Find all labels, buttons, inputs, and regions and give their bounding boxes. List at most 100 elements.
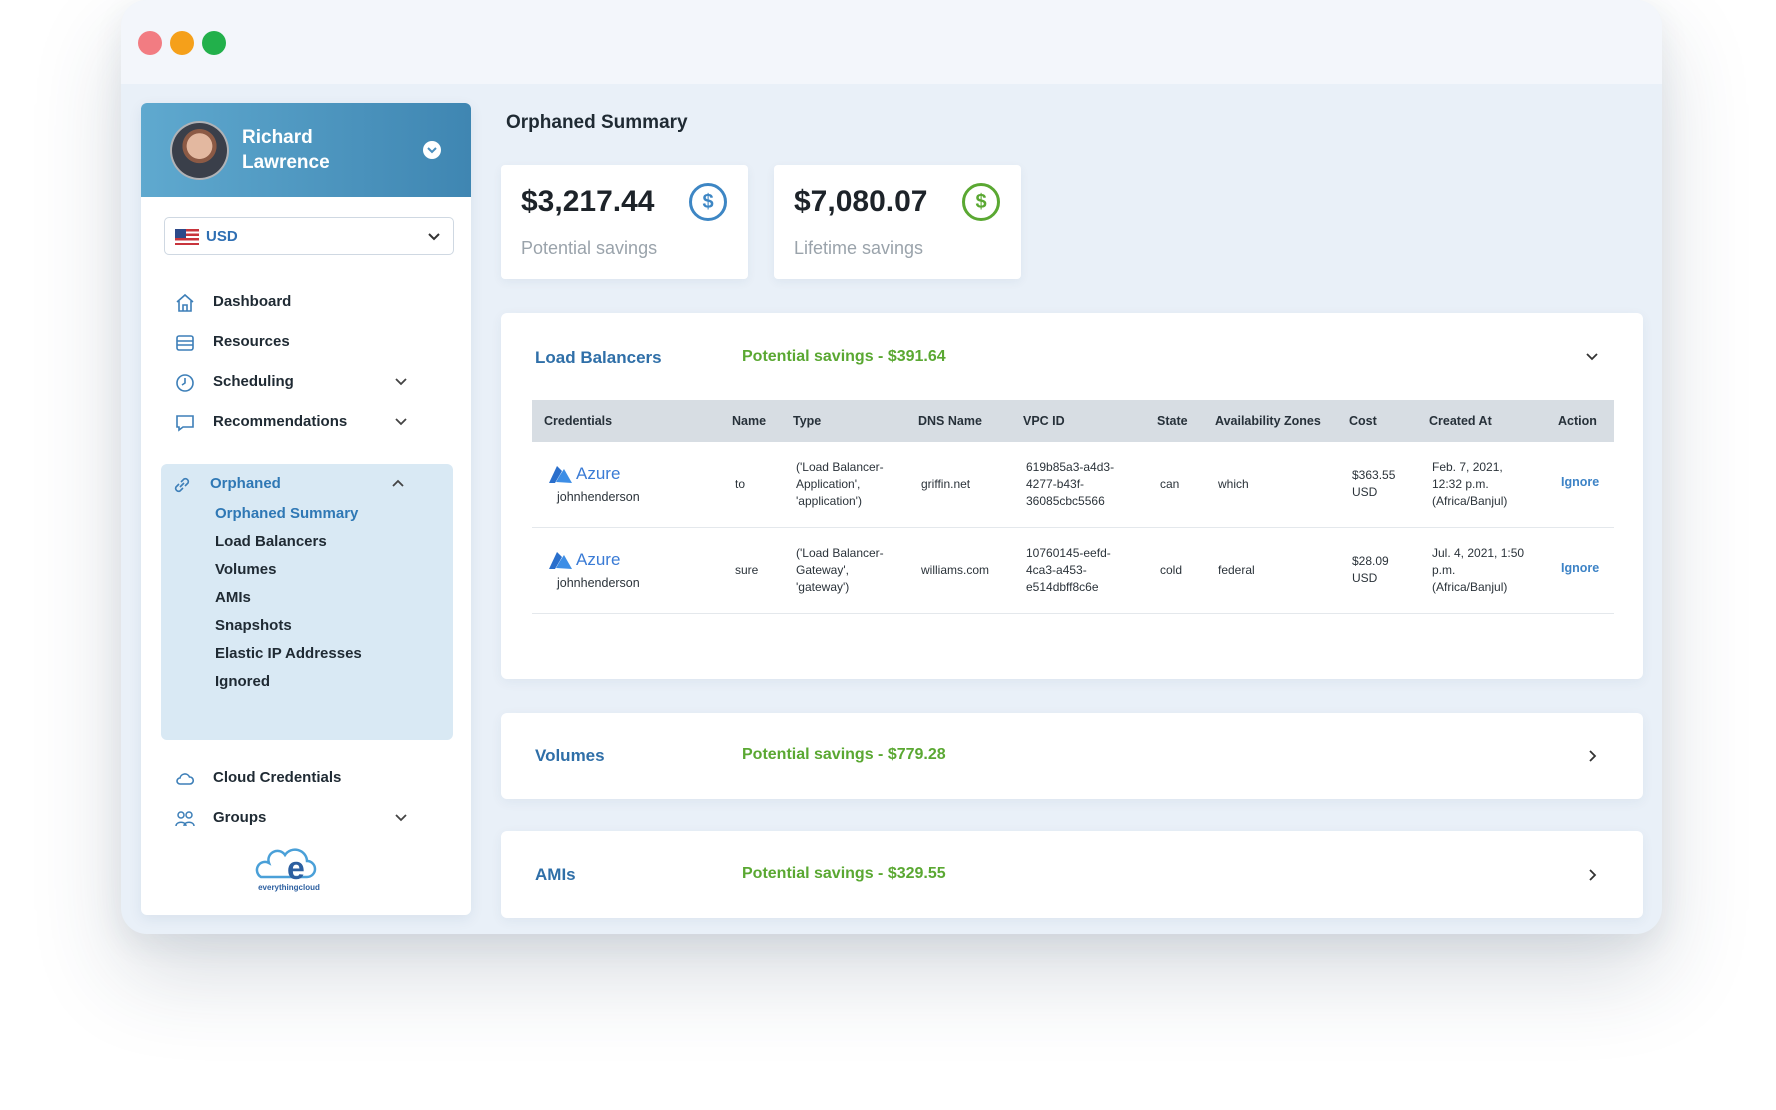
nav-dashboard[interactable]: Dashboard xyxy=(164,282,454,322)
th-action: Action xyxy=(1558,414,1597,428)
clock-icon xyxy=(176,374,194,392)
ignore-button[interactable]: Ignore xyxy=(1561,475,1600,489)
nav-groups[interactable]: Groups xyxy=(164,798,454,838)
th-state: State xyxy=(1157,414,1188,428)
cell-zones: federal xyxy=(1218,563,1255,577)
panel-savings: Potential savings - $779.28 xyxy=(742,746,946,763)
sub-amis[interactable]: AMIs xyxy=(215,589,251,606)
cell-created-line: p.m. xyxy=(1432,563,1456,577)
cell-name: to xyxy=(735,477,746,491)
credential-name: johnhenderson xyxy=(557,490,640,504)
cell-type: ('Load Balancer- Application', 'applicatio… xyxy=(796,459,884,510)
cell-type-line: Application', xyxy=(796,477,861,491)
potential-savings-value: $3,217.44 xyxy=(521,185,655,218)
nav-orphaned-label: Orphaned xyxy=(210,475,281,492)
panel-savings: Potential savings - $391.64 xyxy=(742,348,946,365)
cell-dns: williams.com xyxy=(921,563,990,577)
cell-zones: which xyxy=(1218,477,1249,491)
cell-cost-amount: $28.09 xyxy=(1352,554,1389,568)
th-dns-name: DNS Name xyxy=(918,414,982,428)
title-bar xyxy=(121,0,1662,84)
credential-name: johnhenderson xyxy=(557,576,640,590)
th-credentials: Credentials xyxy=(544,414,613,428)
chevron-down-icon[interactable] xyxy=(423,141,441,159)
nav-orphaned[interactable]: Orphaned xyxy=(161,464,453,504)
panel-title[interactable]: Volumes xyxy=(535,746,605,765)
nav-cloud-credentials-label: Cloud Credentials xyxy=(213,769,342,786)
cell-type-line: 'gateway') xyxy=(796,580,850,594)
cell-type-line: ('Load Balancer- xyxy=(796,460,884,474)
azure-icon xyxy=(549,552,572,569)
dollar-icon: $ xyxy=(962,183,1000,221)
user-header[interactable]: Richard Lawrence xyxy=(141,103,471,197)
cell-cost-currency: USD xyxy=(1352,571,1378,585)
nav-scheduling[interactable]: Scheduling xyxy=(164,362,454,402)
chevron-down-icon xyxy=(428,233,440,241)
nav-resources-label: Resources xyxy=(213,333,290,350)
panel-title[interactable]: AMIs xyxy=(535,865,576,884)
provider-name: Azure xyxy=(576,550,621,569)
nav-cloud-credentials[interactable]: Cloud Credentials xyxy=(164,758,454,798)
cell-created-line: (Africa/Banjul) xyxy=(1432,580,1508,594)
user-name: Richard Lawrence xyxy=(242,127,330,173)
amis-panel[interactable]: AMIs Potential savings - $329.55 xyxy=(501,831,1643,918)
cell-cost-amount: $363.55 xyxy=(1352,468,1396,482)
close-window-button[interactable] xyxy=(138,31,162,55)
cell-vpc-line: e514dbff8c6e xyxy=(1026,580,1099,594)
home-icon xyxy=(176,293,194,312)
lifetime-savings-value: $7,080.07 xyxy=(794,185,928,218)
panel-title[interactable]: Load Balancers xyxy=(535,348,662,367)
volumes-panel[interactable]: Volumes Potential savings - $779.28 xyxy=(501,713,1643,799)
currency-select[interactable]: USD xyxy=(164,217,454,255)
cell-vpc-line: 4277-b43f- xyxy=(1026,477,1085,491)
maximize-window-button[interactable] xyxy=(202,31,226,55)
chevron-down-icon xyxy=(395,418,407,426)
cell-created-line: Jul. 4, 2021, 1:50 xyxy=(1432,546,1525,560)
potential-savings-label: Potential savings xyxy=(521,238,658,258)
sub-volumes[interactable]: Volumes xyxy=(215,561,277,578)
cell-type-line: Gateway', xyxy=(796,563,849,577)
nav-scheduling-label: Scheduling xyxy=(213,373,294,390)
cell-dns: griffin.net xyxy=(921,477,971,491)
sidebar: Richard Lawrence USD Dashboard Resources… xyxy=(141,103,471,915)
cell-created: Feb. 7, 2021, 12:32 p.m. (Africa/Banjul) xyxy=(1432,459,1507,510)
dollar-icon: $ xyxy=(689,183,727,221)
everythingcloud-logo: e everythingcloud xyxy=(249,843,329,895)
sub-orphaned-summary[interactable]: Orphaned Summary xyxy=(215,505,359,522)
nav-resources[interactable]: Resources xyxy=(164,322,454,362)
th-availability-zones: Availability Zones xyxy=(1215,414,1321,428)
chevron-up-icon xyxy=(392,479,404,487)
sub-elastic-ip-addresses[interactable]: Elastic IP Addresses xyxy=(215,645,362,662)
avatar xyxy=(170,121,229,180)
nav-groups-label: Groups xyxy=(213,809,267,826)
cell-state: can xyxy=(1160,477,1180,491)
lifetime-savings-label: Lifetime savings xyxy=(794,238,924,258)
orphaned-group: Orphaned Orphaned Summary Load Balancers… xyxy=(161,464,453,740)
chevron-right-icon[interactable] xyxy=(1584,867,1600,883)
th-type: Type xyxy=(793,414,822,428)
chevron-down-icon[interactable] xyxy=(1584,349,1600,365)
th-name: Name xyxy=(732,414,767,428)
sub-load-balancers[interactable]: Load Balancers xyxy=(215,533,327,550)
cell-name: sure xyxy=(735,563,759,577)
th-created-at: Created At xyxy=(1429,414,1492,428)
sub-snapshots[interactable]: Snapshots xyxy=(215,617,292,634)
ignore-button[interactable]: Ignore xyxy=(1561,561,1600,575)
load-balancers-panel: Load Balancers Potential savings - $391.… xyxy=(501,313,1643,679)
table-row: Azure johnhenderson sure ('Load Balancer… xyxy=(532,528,1614,614)
chat-icon xyxy=(176,415,194,432)
chevron-down-icon xyxy=(395,814,407,822)
minimize-window-button[interactable] xyxy=(170,31,194,55)
cell-vpc: 619b85a3-a4d3- 4277-b43f- 36085cbc5566 xyxy=(1026,459,1114,510)
sub-ignored[interactable]: Ignored xyxy=(215,673,270,690)
th-vpc-id: VPC ID xyxy=(1023,414,1065,428)
cell-created-line: 12:32 p.m. xyxy=(1432,477,1489,491)
panel-savings: Potential savings - $329.55 xyxy=(742,865,946,882)
lifetime-savings-card: $7,080.07 Lifetime savings $ xyxy=(774,165,1021,279)
list-icon xyxy=(176,335,194,351)
chevron-right-icon[interactable] xyxy=(1584,748,1600,764)
nav-recommendations[interactable]: Recommendations xyxy=(164,402,454,442)
table-header: Credentials Name Type DNS Name VPC ID St… xyxy=(532,400,1614,442)
th-cost: Cost xyxy=(1349,414,1377,428)
cell-created-line: (Africa/Banjul) xyxy=(1432,494,1508,508)
